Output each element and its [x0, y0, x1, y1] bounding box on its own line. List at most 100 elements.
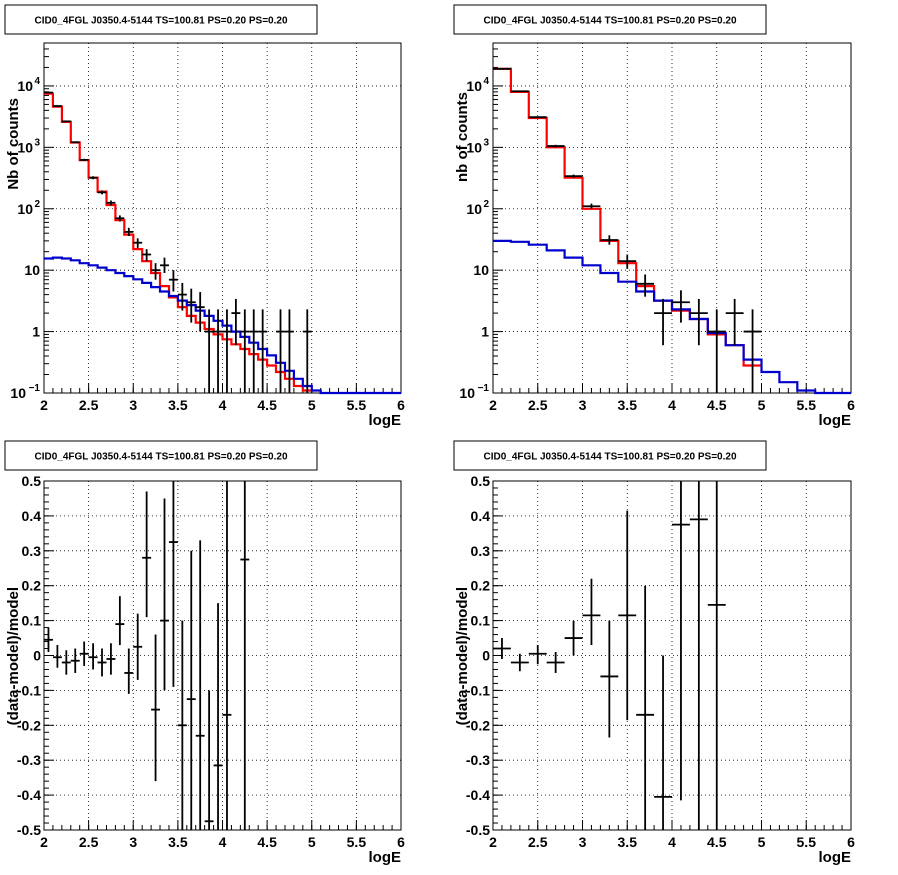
plot-area: [44, 91, 401, 395]
x-tick-label: 5.5: [797, 397, 817, 413]
y-tick-label: 0: [482, 648, 490, 664]
y-tick-label: 0.5: [471, 473, 491, 489]
residual-point: [510, 653, 529, 672]
x-tick-label: 6: [847, 397, 855, 413]
y-tick-label: 0.1: [22, 613, 42, 629]
x-tick-label: 4.5: [707, 834, 727, 850]
y-tick-label: 1: [32, 324, 40, 340]
x-tick-label: 5: [758, 834, 766, 850]
y-tick-label: 0: [33, 648, 41, 664]
data-point: [528, 116, 547, 119]
y-tick-label: 10: [466, 139, 482, 155]
residual-point: [52, 645, 62, 668]
x-tick-label: 2: [40, 834, 48, 850]
x-tick-label: 3.5: [618, 834, 638, 850]
data-point: [725, 298, 744, 346]
residual-point: [151, 634, 161, 782]
total-model-line: [493, 67, 762, 367]
chart-title: CID0_4FGL J0350.4-5144 TS=100.81 PS=0.20…: [34, 16, 287, 27]
data-point: [151, 263, 161, 280]
chart-panel-2: CID0_4FGL J0350.4-5144 TS=100.81 PS=0.20…: [453, 4, 855, 429]
x-tick-label: 5: [758, 397, 766, 413]
data-point: [106, 200, 116, 206]
x-tick-label: 4: [668, 834, 676, 850]
residual-series: [44, 481, 250, 830]
y-tick-label: -0.2: [466, 717, 490, 733]
residual-point: [97, 648, 107, 677]
y-tick-exponent: 4: [483, 76, 489, 87]
data-point: [195, 292, 205, 332]
y-tick-label: 0.4: [471, 508, 491, 524]
x-tick-label: 5: [308, 397, 316, 413]
data-point: [213, 309, 223, 393]
chart-panel-3: CID0_4FGL J0350.4-5144 TS=100.81 PS=0.20…: [4, 440, 405, 866]
residual-point: [240, 481, 250, 830]
y-axis-label: Nb of counts: [5, 98, 22, 190]
x-tick-label: 6: [847, 834, 855, 850]
y-axis: 0.5 0.4 0.3 0.2 0.1 0 -0.1 -0.2 -0.3 -0.4 -0.5 (dat…: [454, 473, 851, 838]
y-tick-label: -0.2: [17, 717, 41, 733]
data-point: [636, 274, 655, 297]
x-tick-label: 2.5: [528, 397, 548, 413]
data-point: [97, 190, 107, 195]
x-axis-label: logE: [369, 412, 402, 429]
data-point: [88, 176, 98, 180]
y-tick-label: -0.1: [17, 682, 41, 698]
y-tick-label: 10: [466, 78, 482, 94]
data-point: [654, 298, 672, 346]
residual-point: [636, 585, 655, 830]
y-tick-label: 0.2: [471, 578, 491, 594]
data-point: [61, 120, 71, 123]
data-point: [160, 257, 169, 273]
y-tick-label: 0.2: [22, 578, 42, 594]
y-tick-label: 10: [24, 262, 40, 278]
data-point: [124, 227, 134, 237]
data-point: [284, 309, 294, 393]
x-axis-label: logE: [819, 412, 852, 429]
x-tick-label: 4.5: [707, 397, 727, 413]
residual-point: [186, 550, 196, 830]
data-point: [204, 309, 214, 393]
x-tick-label: 2: [40, 397, 48, 413]
y-tick-label: 0.3: [22, 543, 42, 559]
chart-title: CID0_4FGL J0350.4-5144 TS=100.81 PS=0.20…: [483, 452, 736, 463]
residual-point: [61, 650, 71, 675]
residual-point: [79, 641, 89, 666]
data-point: [600, 235, 619, 245]
x-tick-label: 2.5: [528, 834, 548, 850]
data-point: [493, 67, 511, 70]
x-tick-label: 6: [397, 834, 405, 850]
y-tick-label: 0.3: [471, 543, 491, 559]
y-tick-exponent: 2: [483, 199, 489, 210]
data-point: [302, 309, 312, 393]
x-tick-label: 6: [397, 397, 405, 413]
x-tick-label: 4.5: [257, 834, 277, 850]
data-point: [240, 309, 250, 393]
x-axis-label: logE: [369, 849, 402, 866]
plot-area: [493, 67, 851, 395]
residual-point: [44, 627, 53, 653]
y-tick-label: -0.5: [466, 822, 490, 838]
residual-point: [582, 578, 601, 646]
x-tick-label: 5.5: [797, 834, 817, 850]
residual-point: [106, 643, 116, 675]
data-point: [222, 309, 232, 393]
chart-panel-4: CID0_4FGL J0350.4-5144 TS=100.81 PS=0.20…: [453, 440, 855, 866]
residual-point: [600, 620, 619, 738]
y-axis: 0.5 0.4 0.3 0.2 0.1 0 -0.1 -0.2 -0.3 -0.4 -0.5 (dat…: [5, 473, 401, 838]
y-tick-exponent: −1: [478, 383, 490, 394]
data-point: [564, 174, 583, 178]
data-point: [177, 282, 187, 311]
data-point: [582, 203, 601, 209]
x-tick-label: 3: [579, 834, 587, 850]
residual-point: [115, 596, 125, 646]
residual-point: [88, 643, 98, 670]
data-series: [44, 91, 312, 393]
x-tick-label: 5: [308, 834, 316, 850]
x-tick-label: 3: [129, 834, 137, 850]
residual-point: [177, 620, 187, 830]
residual-point: [204, 690, 214, 830]
y-tick-label: -0.4: [17, 787, 41, 803]
